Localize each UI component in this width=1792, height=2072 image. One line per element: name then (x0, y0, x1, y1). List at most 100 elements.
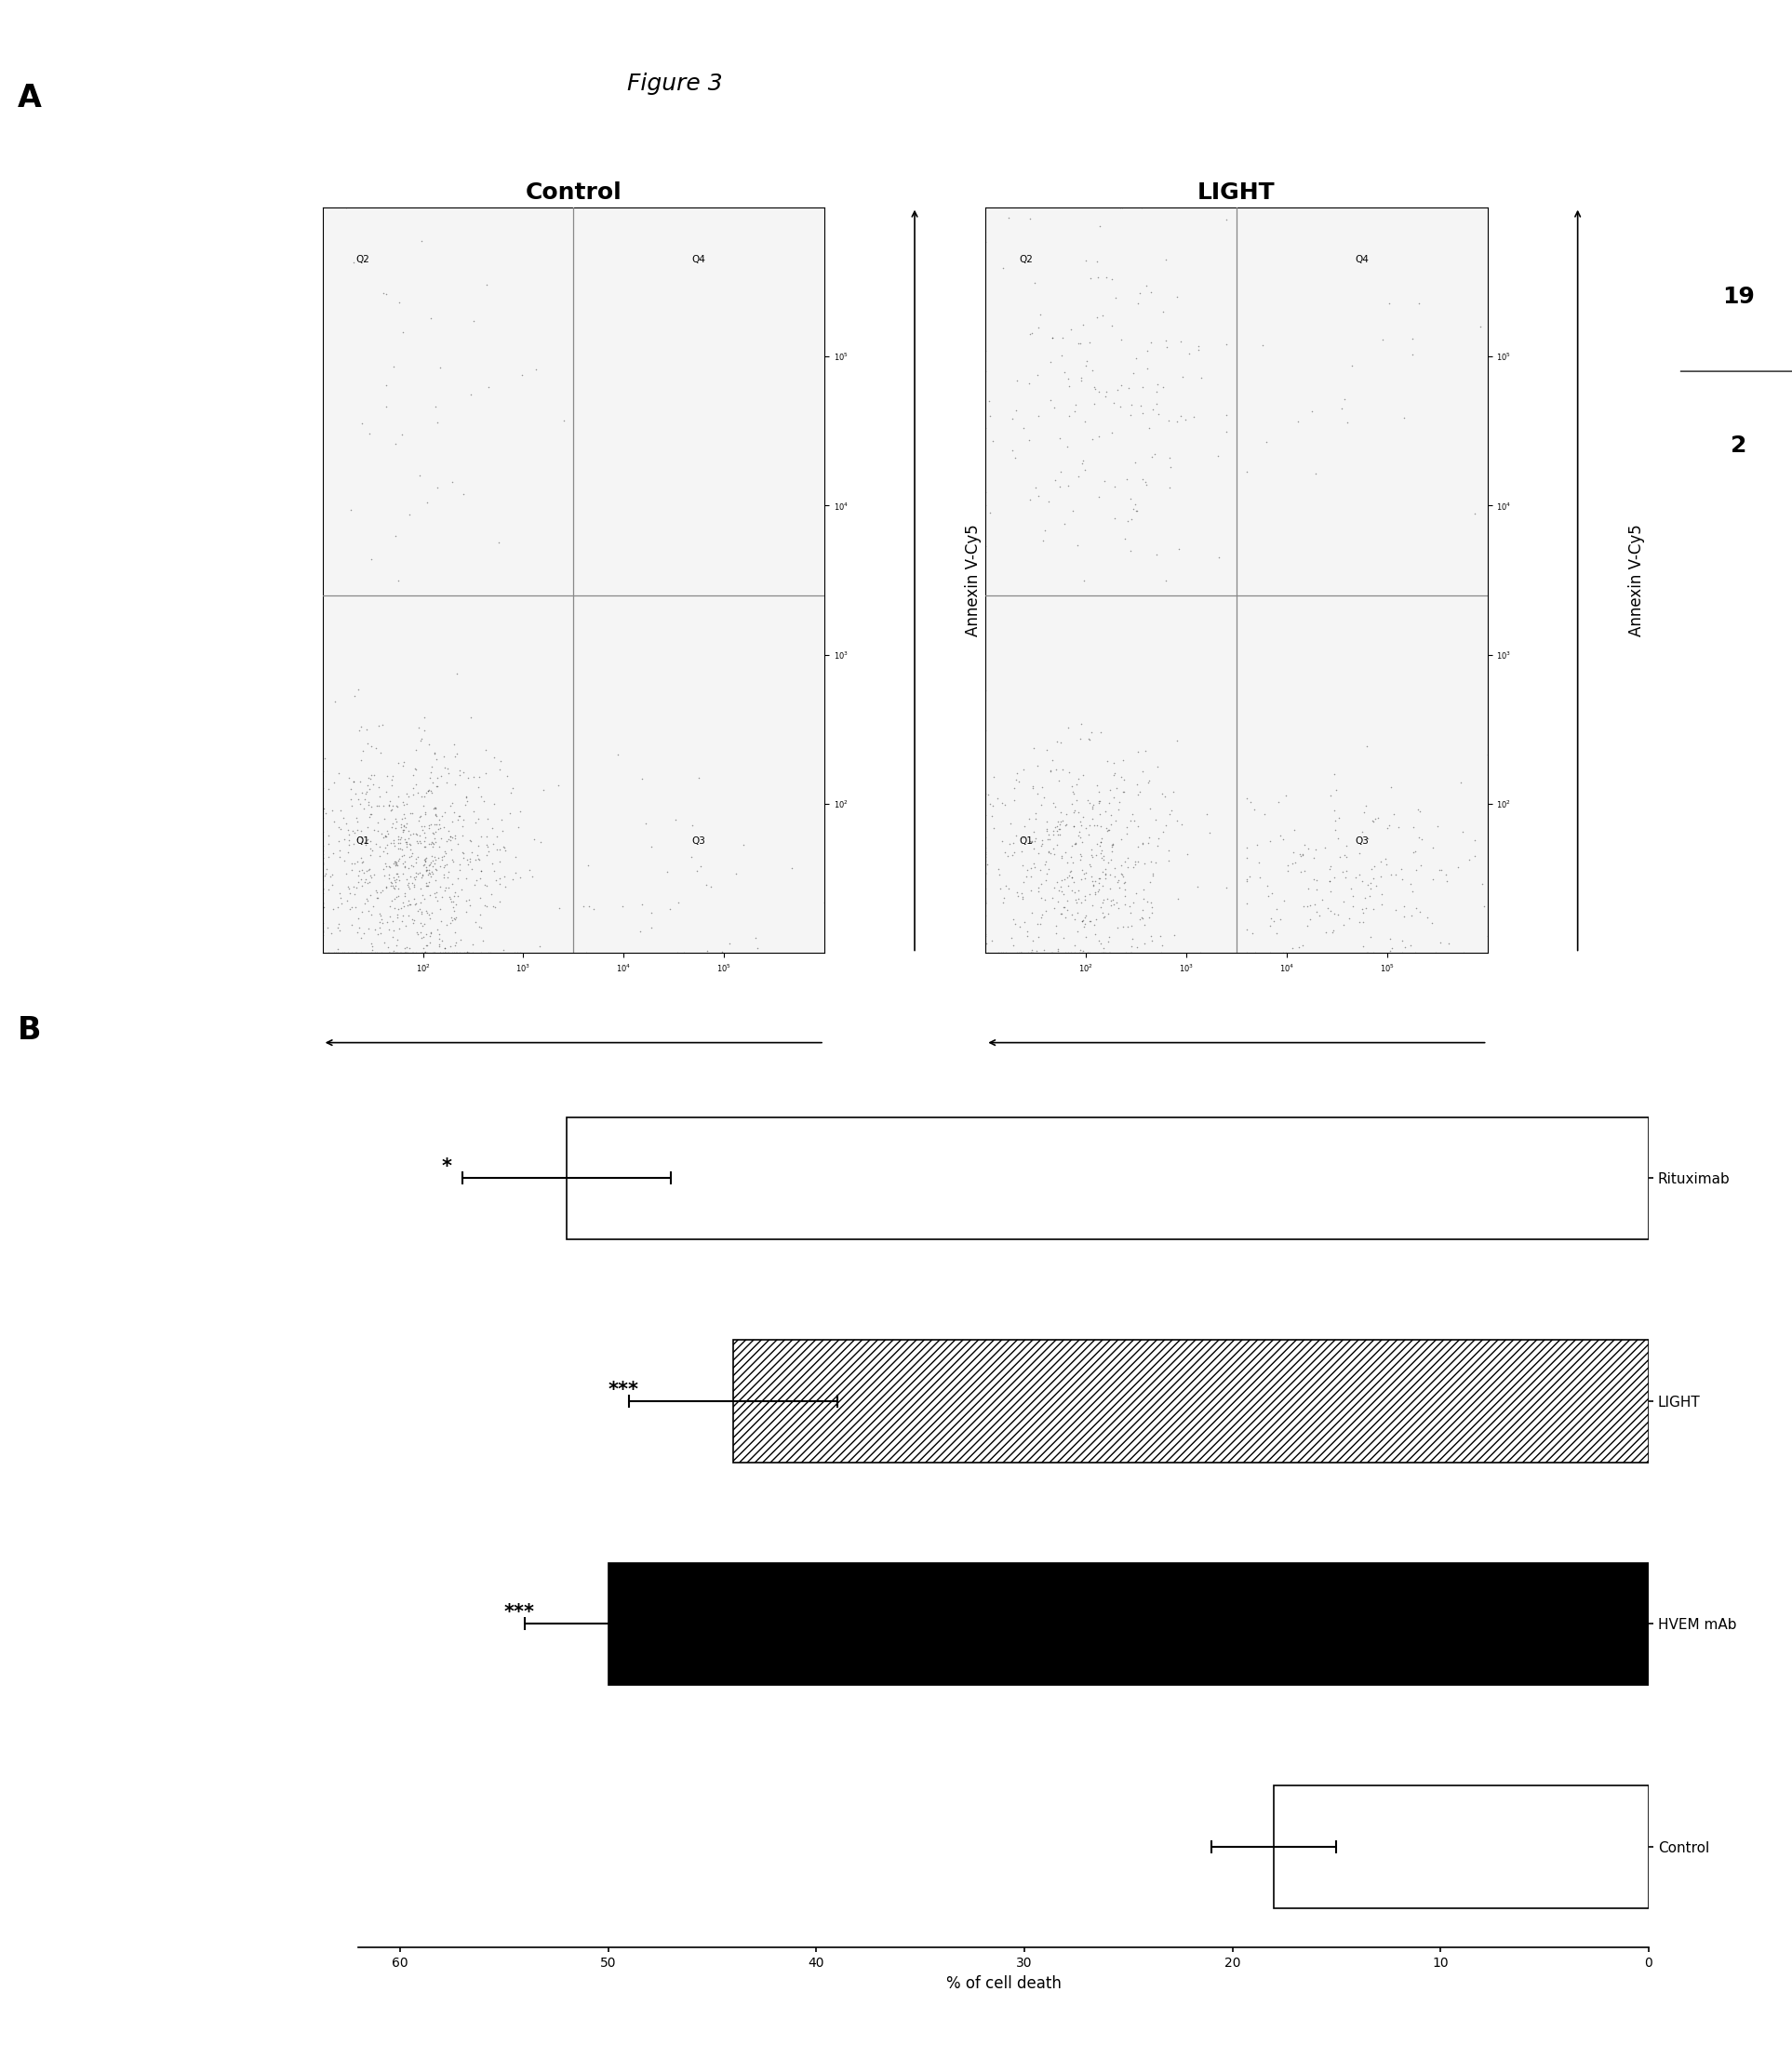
Point (401, 845, 430, 879)
Point (1077, 715, 1106, 748)
Point (342, 870, 371, 903)
Point (407, 916, 435, 949)
Point (989, 881, 1018, 914)
Point (1055, 858, 1084, 891)
Point (1330, 908, 1358, 941)
Point (312, 856, 340, 889)
Point (1235, 860, 1263, 893)
Point (995, 872, 1023, 905)
Point (428, 843, 457, 876)
Point (364, 806, 392, 839)
Point (373, 369, 401, 402)
Point (392, 831, 421, 864)
Point (358, 930, 387, 963)
Point (971, 837, 1000, 870)
Point (1048, 321, 1077, 354)
Point (428, 740, 457, 773)
Point (1193, 798, 1222, 831)
Point (394, 852, 423, 885)
Point (1122, 876, 1150, 910)
Point (441, 769, 470, 802)
Point (383, 858, 412, 891)
Point (339, 814, 367, 847)
Point (1371, 843, 1400, 876)
Point (1147, 777, 1176, 810)
Point (308, 937, 337, 970)
Point (459, 305, 487, 338)
Point (339, 765, 367, 798)
Point (1061, 883, 1090, 916)
Point (1043, 932, 1072, 966)
Point (337, 847, 366, 881)
Point (392, 937, 421, 970)
Point (466, 899, 495, 932)
Point (505, 937, 534, 970)
Point (1269, 823, 1297, 856)
Point (308, 891, 337, 924)
Point (419, 858, 448, 891)
Bar (566, 1117, 1649, 1239)
Point (1147, 937, 1176, 970)
Point (423, 914, 452, 947)
Point (364, 918, 392, 951)
Point (1070, 564, 1098, 597)
Point (375, 850, 403, 883)
Point (1063, 885, 1091, 918)
Point (430, 750, 459, 783)
Point (1271, 937, 1299, 970)
Point (521, 352, 550, 385)
Point (448, 872, 477, 905)
Point (486, 752, 514, 785)
Point (358, 932, 387, 966)
Point (1233, 862, 1262, 895)
Point (410, 908, 439, 941)
Point (421, 798, 450, 831)
Text: Q1: Q1 (357, 837, 369, 845)
Point (423, 470, 452, 503)
Point (1113, 852, 1142, 885)
Point (328, 887, 357, 920)
Point (1091, 937, 1120, 970)
Point (409, 932, 437, 966)
Point (1357, 920, 1385, 953)
Point (1061, 394, 1090, 427)
Point (1088, 937, 1116, 970)
Point (1014, 423, 1043, 456)
Point (1116, 501, 1145, 535)
Point (1047, 864, 1075, 897)
Point (987, 825, 1016, 858)
Point (527, 827, 556, 860)
Point (1020, 814, 1048, 847)
Point (382, 789, 410, 823)
Point (1405, 796, 1434, 829)
Text: Q3: Q3 (1355, 837, 1369, 845)
Point (1100, 282, 1129, 315)
Point (1055, 856, 1084, 889)
Point (319, 858, 348, 891)
Point (1011, 905, 1039, 939)
Point (638, 912, 667, 945)
Point (471, 829, 500, 862)
Point (414, 773, 443, 806)
Point (349, 916, 378, 949)
Point (1321, 860, 1349, 893)
Point (376, 794, 405, 827)
Point (414, 856, 443, 889)
Point (337, 891, 366, 924)
Point (1047, 818, 1075, 852)
Point (1093, 375, 1122, 408)
Point (400, 862, 428, 895)
Point (1378, 932, 1407, 966)
Point (362, 731, 391, 765)
Point (1360, 862, 1389, 895)
Point (1075, 847, 1104, 881)
Point (346, 912, 375, 945)
Point (971, 883, 1000, 916)
Point (407, 895, 435, 928)
Point (383, 893, 412, 926)
Point (357, 897, 385, 930)
Point (1091, 261, 1120, 294)
Point (1084, 872, 1113, 905)
Point (308, 916, 337, 949)
Point (995, 201, 1023, 234)
